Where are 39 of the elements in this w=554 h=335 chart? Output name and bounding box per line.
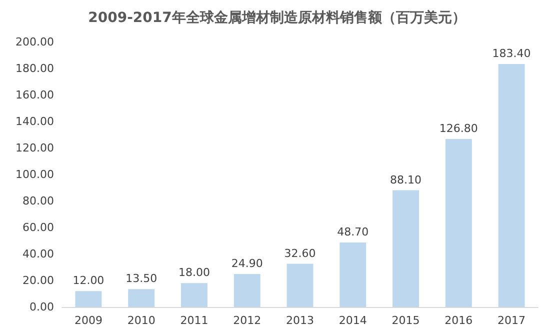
bar — [128, 289, 155, 307]
y-tick-label: 160.00 — [16, 88, 54, 102]
y-tick-label: 80.00 — [22, 194, 54, 208]
data-label: 18.00 — [178, 266, 210, 280]
bar — [234, 274, 260, 307]
x-tick-label: 2012 — [233, 314, 262, 327]
y-tick-label: 120.00 — [16, 142, 54, 154]
x-tick-label: 2011 — [180, 314, 208, 327]
y-tick-label: 40.00 — [22, 248, 54, 260]
x-tick-label: 2010 — [127, 314, 156, 327]
y-tick-label: 140.00 — [16, 115, 54, 128]
bar — [392, 190, 419, 307]
x-tick-label: 2016 — [444, 314, 473, 327]
data-label: 88.10 — [390, 173, 422, 186]
data-label: 183.40 — [492, 46, 531, 60]
chart-title: 2009-2017年全球金属增材制造原材料销售额（百万美元） — [88, 9, 466, 26]
data-label: 12.00 — [72, 274, 104, 288]
y-tick-label: 180.00 — [16, 62, 54, 75]
x-tick-label: 2014 — [338, 314, 367, 327]
x-tick-label: 2017 — [498, 314, 526, 327]
y-tick-label: 20.00 — [22, 274, 54, 287]
data-label: 48.70 — [337, 225, 369, 238]
y-tick-label: 60.00 — [22, 221, 54, 234]
y-tick-label: 200.00 — [16, 36, 54, 48]
bar — [286, 264, 314, 307]
x-tick-label: 2009 — [74, 314, 102, 327]
bar — [498, 64, 525, 307]
y-tick-label: 0.00 — [30, 300, 54, 314]
x-tick-label: 2015 — [392, 314, 420, 327]
data-label: 24.90 — [231, 257, 263, 270]
data-label: 13.50 — [126, 272, 158, 286]
data-label: 126.80 — [439, 122, 478, 135]
bar — [75, 291, 102, 307]
bar — [445, 138, 472, 307]
data-label: 32.60 — [284, 246, 316, 260]
x-tick-label: 2013 — [286, 314, 314, 327]
bar — [181, 283, 208, 307]
bar — [340, 242, 366, 307]
y-tick-label: 100.00 — [16, 168, 54, 181]
